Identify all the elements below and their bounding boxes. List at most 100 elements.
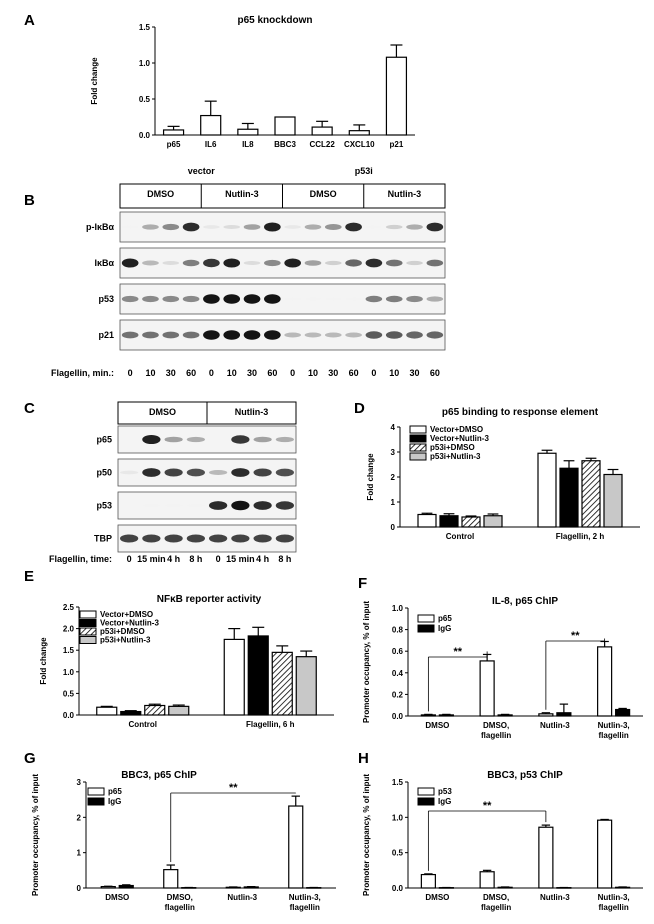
lane-label: 0 [128, 368, 133, 378]
blot-band [426, 331, 444, 339]
bar [438, 714, 454, 717]
blot-band [365, 331, 383, 339]
x-tick-label: Control [446, 532, 474, 541]
blot-band [324, 224, 342, 230]
blot-band [243, 294, 261, 304]
blot-band [243, 261, 261, 265]
legend-label: p53i+Nutlin-3 [430, 452, 481, 461]
chart-E: NFκB reporter activity Fold change 0.0 0.5 1… [39, 594, 334, 729]
treatment-label: DMSO [149, 407, 176, 417]
x-tick-label: CCL22 [309, 140, 335, 149]
bar [420, 714, 436, 717]
lane-label: 4 h [256, 554, 269, 564]
y-tick-label: 2.5 [63, 603, 75, 612]
lane-label: 8 h [278, 554, 291, 564]
chart-title: p65 knockdown [237, 15, 312, 26]
flagellin-label: Flagellin, time: [49, 554, 112, 564]
blot-band [284, 332, 301, 338]
y-tick-label: 1.0 [392, 604, 404, 613]
blot-band [365, 225, 383, 229]
bar [417, 513, 437, 528]
bar [559, 467, 579, 528]
legend-label: Vector+DMSO [100, 610, 153, 619]
significance-marker: ** [229, 782, 238, 794]
y-tick-label: 1 [391, 498, 396, 507]
y-tick-label: 0.0 [63, 711, 75, 720]
y-axis-label: Promoter occupancy, % of input [362, 774, 371, 896]
blot-band [406, 260, 423, 266]
x-tick-label: DMSO, [483, 721, 509, 730]
blot-band [162, 331, 180, 339]
blot-band [203, 258, 220, 268]
legend-label: p65 [438, 614, 452, 623]
legend-swatch [409, 425, 427, 434]
bar [168, 705, 190, 716]
x-tick-label: Nutlin-3 [540, 893, 570, 902]
x-tick-label: flagellin [599, 731, 629, 740]
y-tick-label: 2.0 [63, 625, 75, 634]
bar [295, 656, 317, 716]
bar [483, 515, 503, 528]
legend-label: Vector+DMSO [430, 425, 483, 434]
treatment-label: Nutlin-3 [225, 189, 259, 199]
legend-swatch [417, 787, 435, 796]
bar [237, 128, 259, 136]
blot-band [186, 534, 205, 543]
bar [120, 710, 142, 716]
western-blot-C: DMSO Nutlin-3 p65 p50 p53 TBP Flagellin, time:… [49, 401, 297, 564]
blot-band [231, 534, 250, 543]
bar [497, 714, 513, 717]
y-axis-label: Fold change [366, 453, 375, 501]
y-tick-label: 0 [391, 523, 396, 532]
x-tick-label: DMSO, [483, 893, 509, 902]
panel-letter-E: E [24, 568, 35, 585]
blot-band [324, 332, 342, 338]
lane-label: 10 [227, 368, 237, 378]
blot-band [253, 436, 272, 443]
y-tick-label: 0.4 [392, 669, 404, 678]
panel-letter-A: A [24, 12, 35, 29]
blot-row-label: p21 [98, 330, 114, 340]
lane-label: 30 [247, 368, 257, 378]
blot-band [121, 225, 139, 229]
blot-band [253, 534, 272, 543]
blot-band [209, 501, 228, 510]
blot-band [304, 297, 322, 301]
chart-title: p65 binding to response element [442, 407, 599, 418]
blot-band [164, 436, 183, 443]
y-tick-label: 0.5 [392, 849, 404, 858]
blot-band [406, 224, 423, 230]
blot-band [209, 534, 228, 543]
blot-band [426, 259, 444, 267]
blot-row-label: p50 [96, 468, 112, 478]
y-tick-label: 3 [77, 778, 82, 787]
blot-band [231, 500, 250, 511]
blot-band [182, 222, 200, 232]
lane-label: 10 [145, 368, 155, 378]
blot-band [324, 297, 342, 301]
panel-letter-H: H [358, 750, 369, 767]
blot-band [142, 295, 159, 303]
blot-band [142, 468, 161, 477]
y-tick-label: 3 [391, 448, 396, 457]
legend-label: Vector+Nutlin-3 [100, 619, 159, 628]
bar [597, 646, 613, 717]
chart-title: BBC3, p53 ChIP [487, 770, 563, 781]
lane-label: 0 [209, 368, 214, 378]
blot-band [162, 295, 180, 303]
blot-band [304, 332, 322, 338]
y-tick-label: 1 [77, 849, 82, 858]
blot-band [253, 468, 272, 477]
blot-band [162, 261, 180, 265]
bar [274, 116, 296, 136]
blot-band [182, 331, 200, 339]
bar [615, 708, 631, 717]
significance-marker: ** [571, 630, 580, 642]
blot-band [365, 258, 383, 268]
blot-band [164, 503, 183, 508]
x-tick-label: IL6 [205, 140, 217, 149]
bar [538, 826, 554, 889]
lane-label: 10 [389, 368, 399, 378]
blot-row-label: p53 [98, 294, 114, 304]
y-axis-label: Promoter occupancy, % of input [362, 601, 371, 723]
